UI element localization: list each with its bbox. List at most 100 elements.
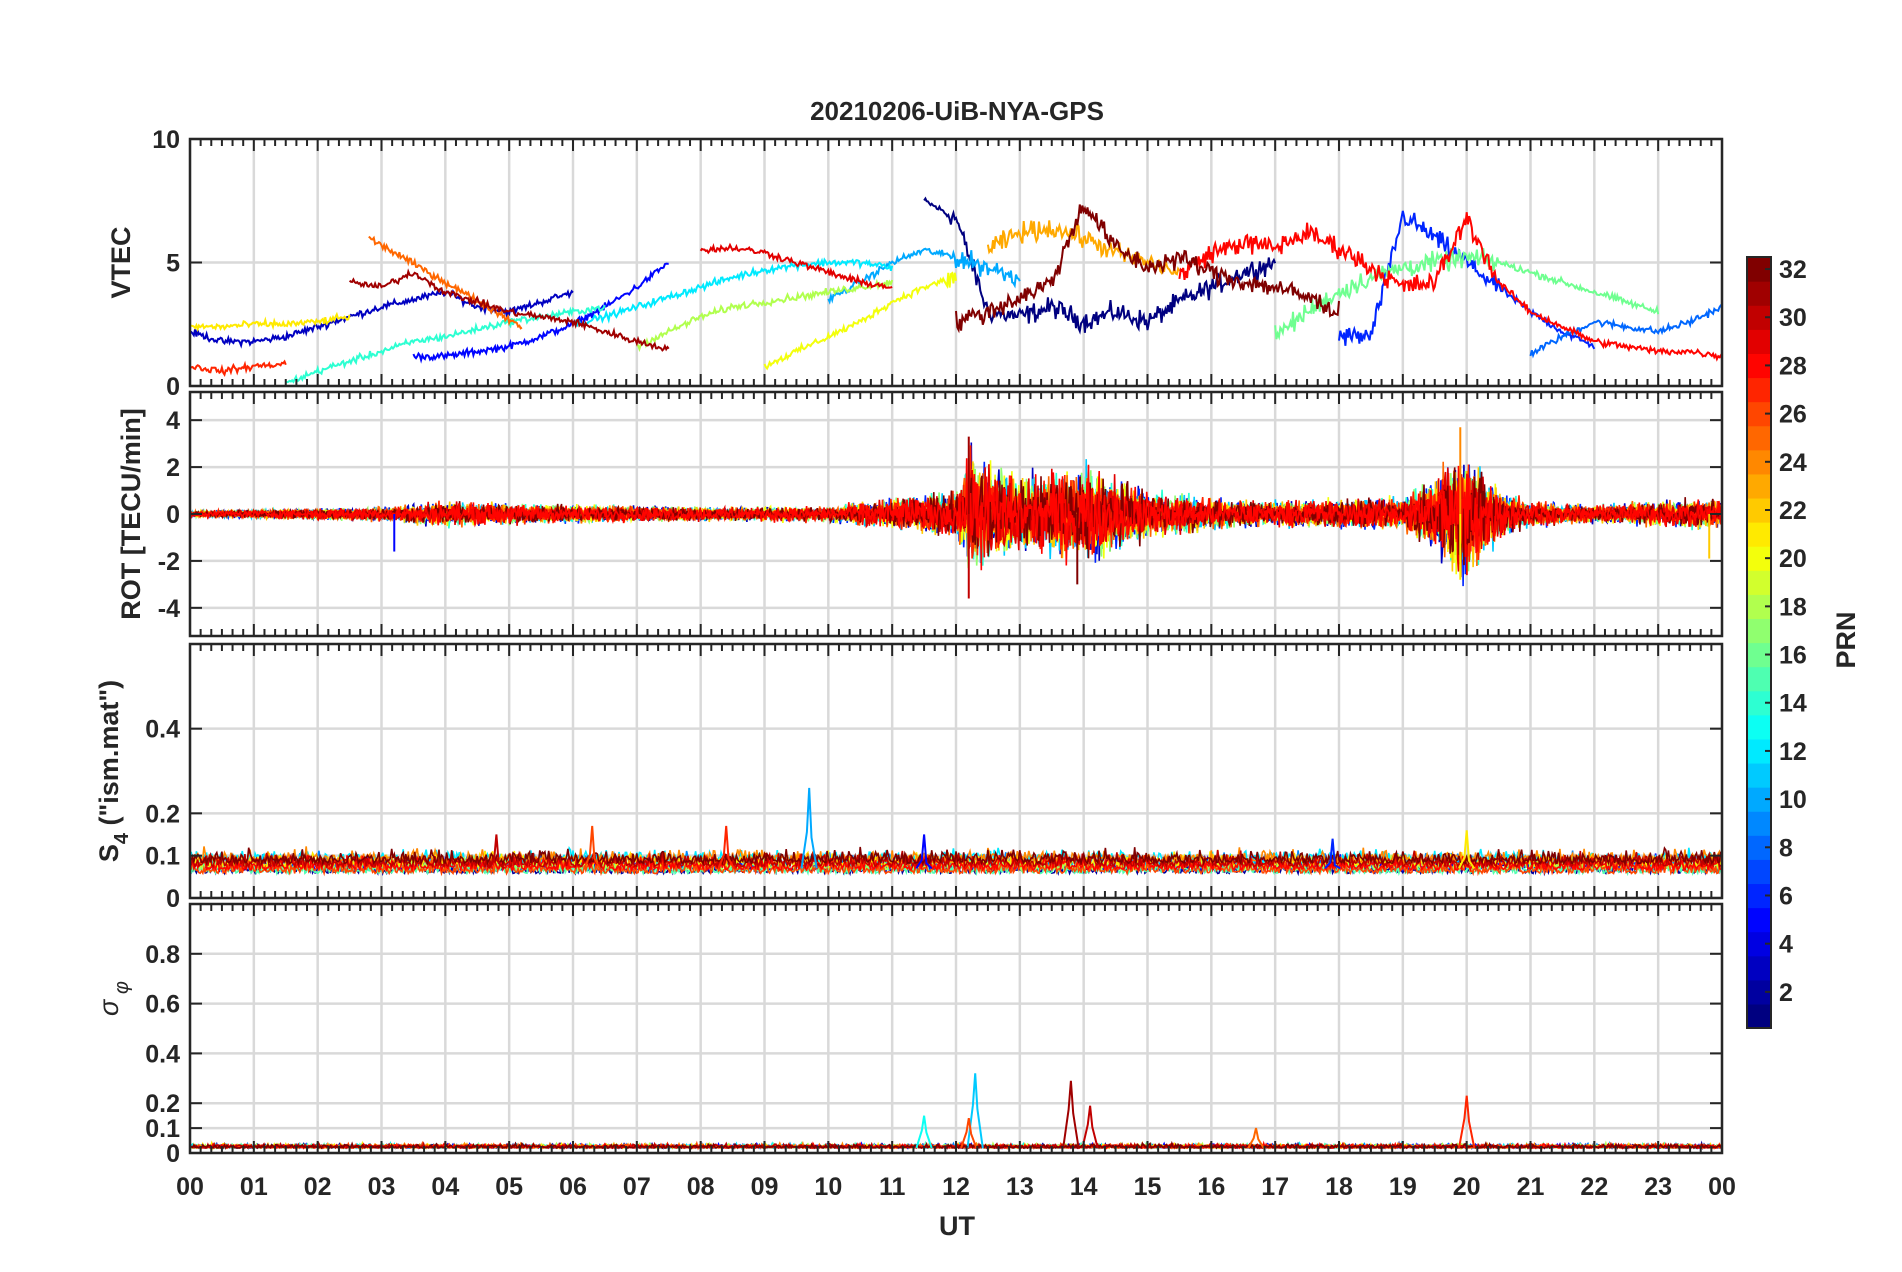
colorbar-band: [1747, 570, 1771, 595]
y-tick-label: 0.4: [145, 716, 180, 744]
x-axis-label: UT: [939, 1211, 975, 1241]
series-line-prn-18: [636, 278, 894, 353]
peak-prn-5: [915, 834, 933, 870]
series-line-prn-20: [763, 271, 957, 371]
series-line-prn-5: [412, 262, 669, 364]
colorbar-tick-label: 12: [1779, 738, 1807, 766]
y-axis-label: S4 ("ism.mat"): [94, 680, 133, 862]
y-tick-label: 0: [166, 885, 180, 913]
x-tick-label: 18: [1325, 1173, 1353, 1201]
x-tick-label: 12: [942, 1173, 970, 1201]
colorbar-tick-label: 24: [1779, 449, 1807, 477]
x-tick-label: 23: [1644, 1173, 1672, 1201]
colorbar-band: [1747, 907, 1771, 933]
peak-prn-6: [1324, 838, 1341, 870]
x-tick-label: 00: [176, 1173, 204, 1201]
x-tick-label: 16: [1197, 1173, 1225, 1201]
peak-prn-30: [487, 834, 505, 870]
series-line-prn-25: [368, 235, 523, 330]
peak-prn-30: [1081, 1105, 1099, 1149]
x-tick-label: 21: [1517, 1173, 1545, 1201]
colorbar-band: [1747, 955, 1771, 981]
series-line-prn-27: [190, 359, 287, 377]
peak-prn-31: [1062, 1080, 1080, 1149]
y-tick-label: 0.8: [145, 941, 180, 969]
y-tick-label: 0.1: [145, 1115, 180, 1143]
x-tick-label: 19: [1389, 1173, 1417, 1201]
y-tick-label: 0: [166, 501, 180, 529]
x-tick-label: 04: [431, 1173, 459, 1201]
y-tick-label: 0.6: [145, 991, 180, 1019]
peak-prn-26: [583, 825, 601, 869]
x-tick-label: 08: [687, 1173, 715, 1201]
colorbar-tick-label: 14: [1779, 690, 1807, 718]
y-tick-label: 2: [166, 454, 180, 482]
colorbar-frame: [1746, 256, 1772, 1029]
y-tick-label: 10: [152, 126, 180, 154]
x-axis: 00 01 02 03 04 05 06 07 08 09 10 11 12 13 14 15 16 17 18 19…: [176, 1173, 1736, 1201]
colorbar-band: [1747, 377, 1771, 403]
x-tick-label: 03: [368, 1173, 396, 1201]
peak-prn-25: [1247, 1127, 1265, 1149]
peak-prn-11: [966, 1073, 984, 1149]
series-group: [190, 787, 1722, 877]
x-tick-label: 17: [1261, 1173, 1289, 1201]
x-ticks: [189, 392, 1723, 636]
series-group: [190, 196, 1722, 384]
x-tick-label: 07: [623, 1173, 651, 1201]
colorbar-band: [1747, 811, 1771, 836]
x-ticks: [189, 904, 1723, 1153]
series-line-prn-10: [827, 247, 1021, 305]
y-tick-label: 0.4: [145, 1040, 180, 1068]
series-line-prn-32: [955, 204, 1340, 334]
y-tick-label: 4: [166, 407, 180, 435]
peak-prn-27: [717, 825, 735, 869]
colorbar-band: [1747, 425, 1771, 451]
series-line-prn-23: [986, 219, 1181, 276]
colorbar-band: [1747, 714, 1771, 740]
colorbar-band: [1747, 329, 1771, 354]
series-group: [190, 427, 1722, 599]
peak-prn-10: [800, 787, 818, 869]
x-tick-label: 05: [495, 1173, 523, 1201]
colorbar-tick-label: 32: [1779, 256, 1807, 284]
y-tick-label: 5: [166, 250, 180, 278]
grid: [188, 904, 1724, 1155]
colorbar-band: [1747, 281, 1771, 306]
y-tick-label: 0.1: [145, 843, 180, 871]
colorbar-tick-label: 28: [1779, 352, 1807, 380]
colorbar-band: [1747, 666, 1771, 692]
x-ticks: [189, 644, 1723, 898]
series-line-prn-21: [190, 311, 351, 333]
x-tick-label: 15: [1134, 1173, 1162, 1201]
colorbar-tick-label: 16: [1779, 642, 1807, 670]
panel-sigma-phi: 00.10.2 0.4 0.6 0.8 σ φ: [94, 902, 1724, 1168]
series-line-prn-3: [190, 288, 574, 349]
colorbar-tick-label: 2: [1779, 979, 1793, 1007]
x-tick-label: 22: [1580, 1173, 1608, 1201]
panel-vtec: 0 5 10 VTEC: [106, 126, 1724, 401]
panel-s4: 0 0.1 0.2 0.4 S4 ("ism.mat"): [94, 642, 1724, 913]
colorbar-band: [1747, 522, 1771, 547]
y-axis-label: VTEC: [106, 226, 136, 298]
colorbar-band: [1747, 618, 1771, 644]
y-axis-label: σ φ: [94, 981, 133, 1016]
colorbar-band: [1747, 859, 1771, 885]
x-tick-label: 02: [304, 1173, 332, 1201]
x-tick-label: 11: [879, 1173, 906, 1201]
colorbar-tick-label: 10: [1779, 786, 1807, 814]
series-line-prn-32: [190, 846, 1722, 867]
x-tick-label: 06: [559, 1173, 587, 1201]
x-tick-label: 01: [240, 1173, 268, 1201]
y-tick-label: 0: [166, 1140, 180, 1168]
series-line-prn-28: [190, 458, 1722, 571]
figure-title: 20210206-UiB-NYA-GPS: [810, 96, 1104, 126]
colorbar-band: [1747, 473, 1771, 499]
colorbar-band: [1747, 762, 1771, 788]
y-tick-label: -2: [158, 548, 180, 576]
colorbar-tick-label: 26: [1779, 401, 1807, 429]
series-line-prn-28: [1178, 212, 1722, 362]
colorbar-tick-label: 30: [1779, 304, 1807, 332]
